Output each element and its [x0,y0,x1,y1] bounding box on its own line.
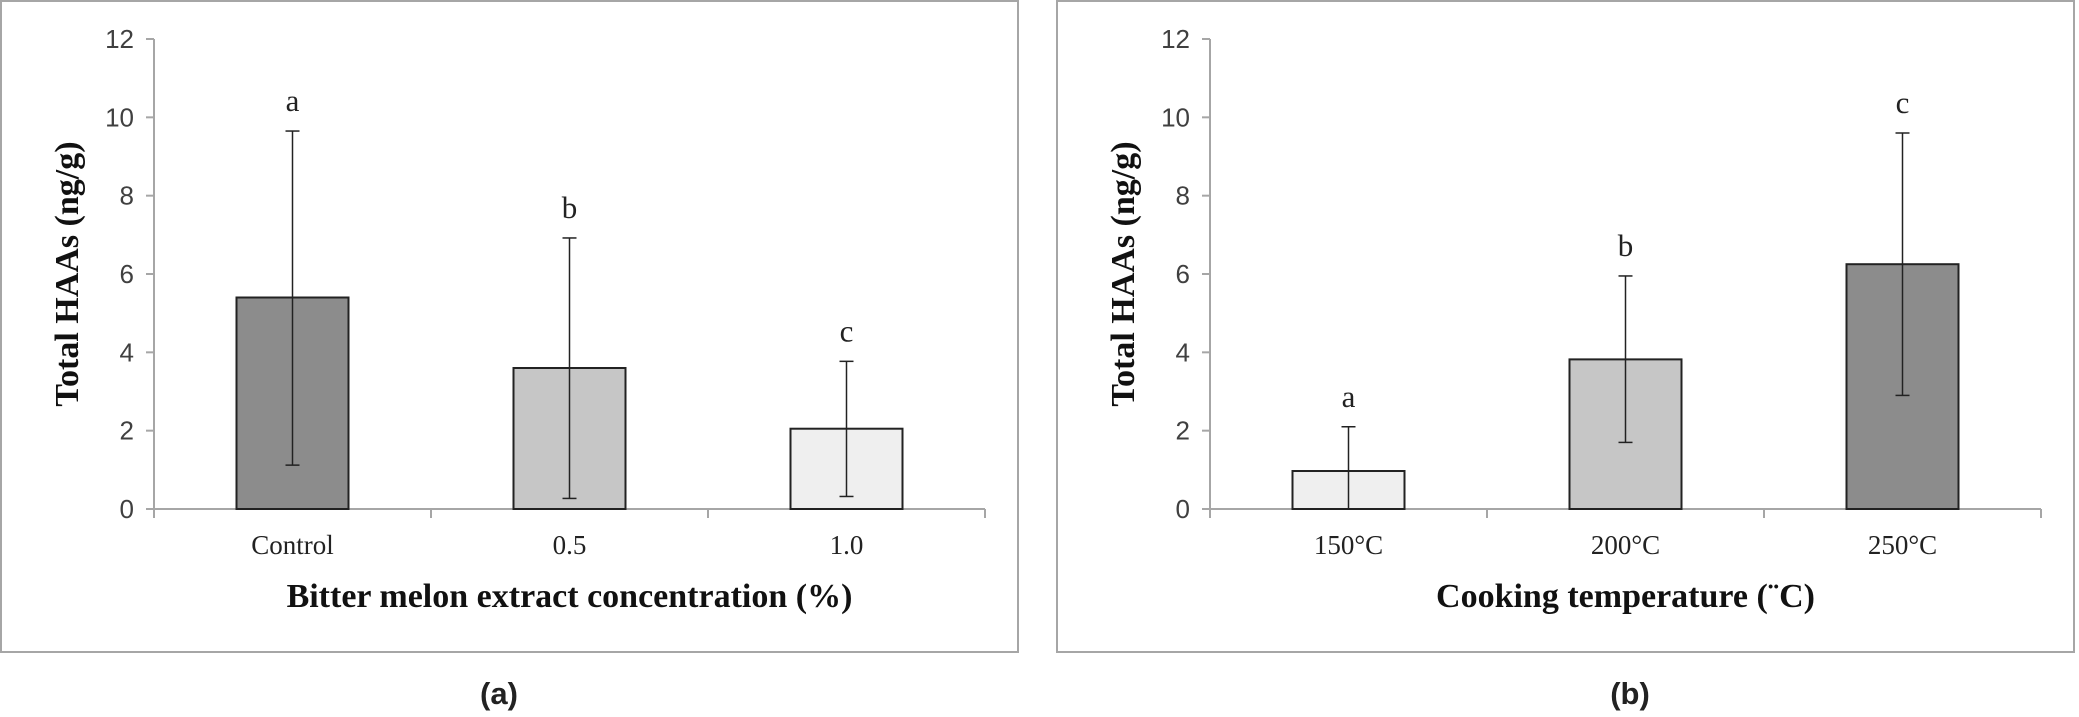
significance-label: c [840,313,854,348]
panel-caption-a: (a) [480,676,518,711]
significance-label: b [1618,228,1634,263]
bar-chart-a: 0 2 4 6 8 10 12 a Control b 0.5 c 1.0 Bitter melon ex… [49,24,986,615]
chart-panel-a: 0 2 4 6 8 10 12 a Control b 0.5 c 1.0 Bitter melon ex… [0,0,1019,653]
y-tick-label: 4 [120,337,134,367]
y-tick-label: 4 [1176,337,1190,367]
significance-label: c [1896,85,1910,120]
bar-chart-b: 0 2 4 6 8 10 12 a 150°C b 200°C c 250°C Cooking tempe… [1105,24,2042,615]
y-tick-label: 0 [120,494,134,524]
significance-label: a [1342,379,1356,414]
significance-label: a [286,83,300,118]
y-tick-label: 0 [1176,494,1190,524]
significance-label: b [562,190,578,225]
x-tick-label: 0.5 [553,530,587,560]
y-tick-label: 2 [120,416,134,446]
x-tick-label: 250°C [1868,530,1937,560]
chart-panel-b: 0 2 4 6 8 10 12 a 150°C b 200°C c 250°C Cooking tempe… [1056,0,2075,653]
y-tick-label: 2 [1176,416,1190,446]
y-tick-label: 8 [120,181,134,211]
y-tick-label: 6 [1176,259,1190,289]
y-tick-label: 12 [105,24,134,54]
y-axis-title: Total HAAs (ng/g) [1105,141,1142,406]
y-tick-label: 8 [1176,181,1190,211]
y-tick-label: 10 [105,102,134,132]
y-tick-label: 12 [1161,24,1190,54]
y-axis-title: Total HAAs (ng/g) [49,141,86,406]
x-tick-label: 150°C [1314,530,1383,560]
x-axis-title: Cooking temperature (¨C) [1436,578,1815,615]
x-axis-title: Bitter melon extract concentration (%) [287,578,853,615]
x-tick-label: 1.0 [830,530,864,560]
y-tick-label: 6 [120,259,134,289]
y-tick-label: 10 [1161,102,1190,132]
x-tick-label: Control [251,530,334,560]
x-tick-label: 200°C [1591,530,1660,560]
panel-caption-b: (b) [1610,676,1650,711]
